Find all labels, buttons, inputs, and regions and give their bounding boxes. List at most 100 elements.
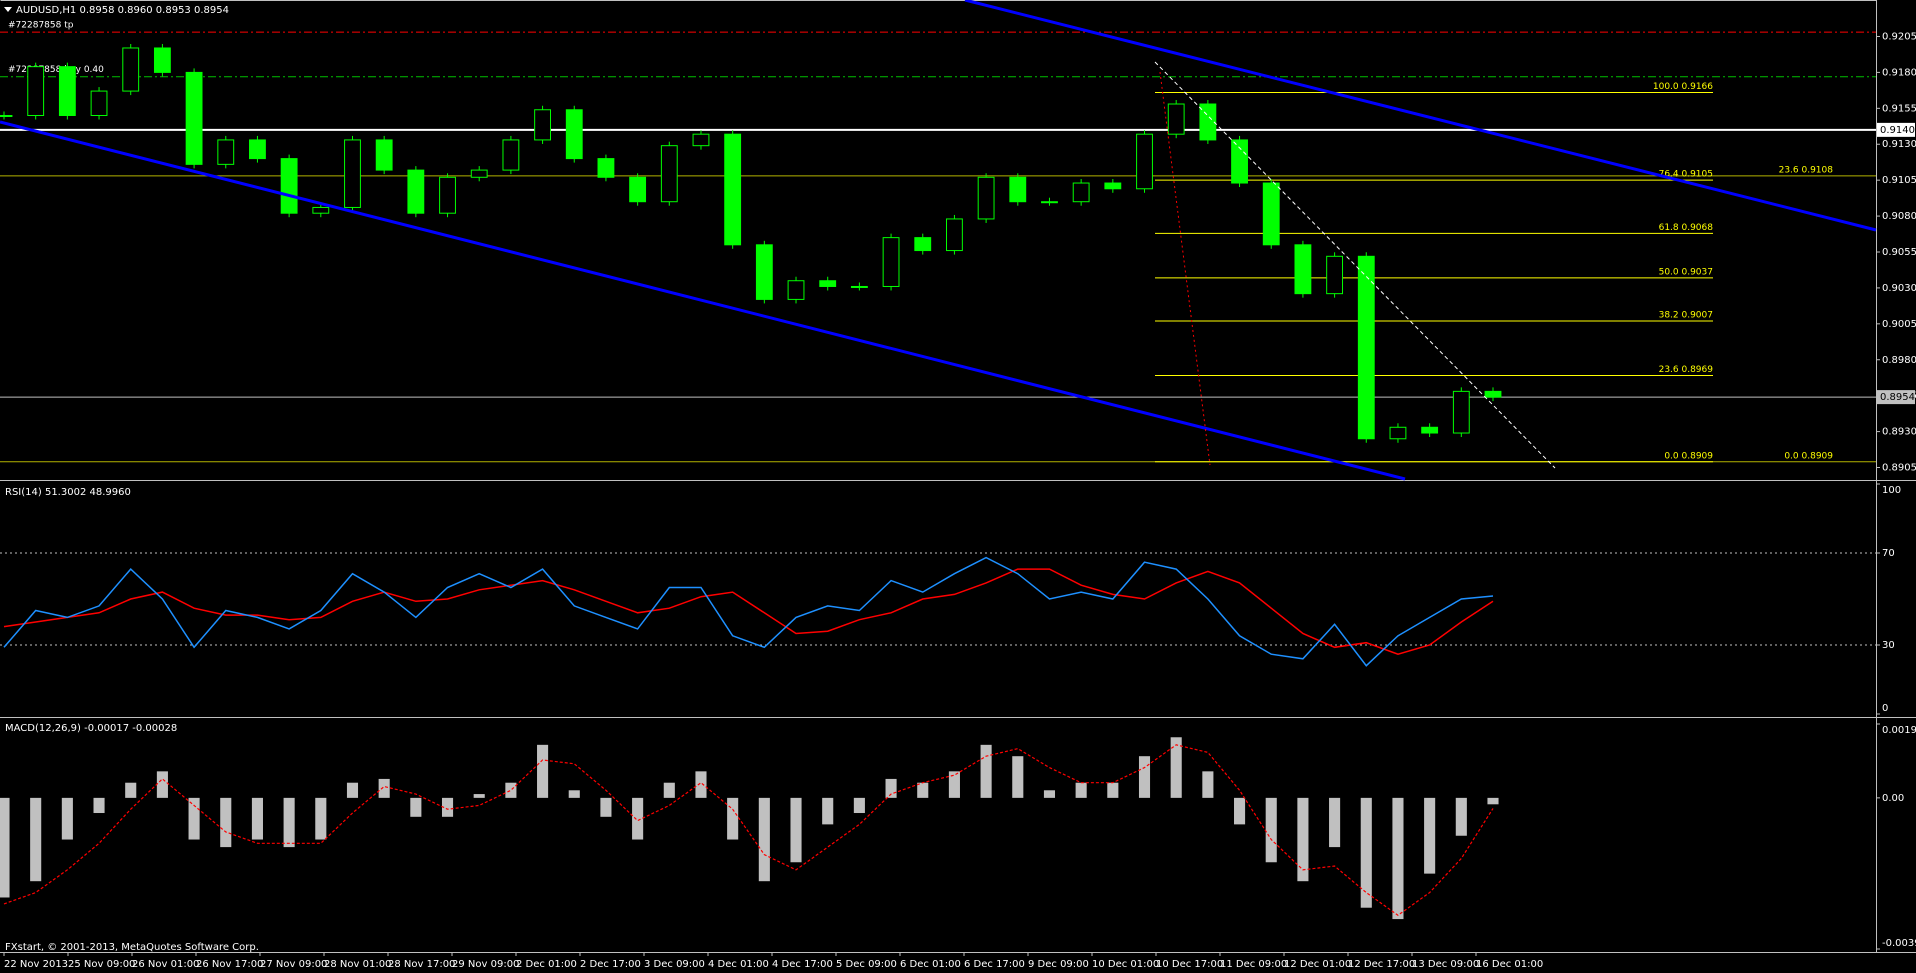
x-tick-label: 25 Nov 09:00: [68, 959, 135, 970]
macd-bar: [1329, 797, 1341, 848]
candle: [1294, 244, 1312, 295]
macd-bar: [1234, 797, 1246, 825]
candle: [470, 169, 488, 178]
x-tick-label: 4 Dec 17:00: [772, 959, 833, 970]
macd-bar: [346, 782, 359, 798]
fib-label: 23.6 0.8969: [1659, 365, 1714, 375]
macd-bar: [853, 797, 865, 814]
fib-label: 23.6 0.9108: [1779, 165, 1834, 175]
x-tick-label: 22 Nov 2013: [4, 959, 68, 970]
signal-line: [3, 744, 1494, 917]
macd-bar: [125, 782, 137, 798]
x-tick-label: 4 Dec 01:00: [708, 959, 769, 970]
macd-bar: [1138, 756, 1151, 798]
price-box-label: 0.9140: [1880, 125, 1915, 136]
candle: [597, 158, 615, 178]
macd-bar: [1012, 756, 1024, 798]
x-tick-label: 28 Nov 01:00: [324, 959, 391, 970]
macd-bar: [663, 782, 675, 798]
candle: [0, 115, 13, 118]
macd-bar: [632, 797, 644, 840]
macd-bar: [1043, 790, 1056, 798]
x-tick-label: 2 Dec 17:00: [580, 959, 641, 970]
x-tick-label: 6 Dec 01:00: [900, 959, 961, 970]
x-tick-label: 10 Dec 01:00: [1092, 959, 1159, 970]
x-tick-label: 6 Dec 17:00: [964, 959, 1025, 970]
candle: [122, 47, 140, 92]
fib-label: 100.0 0.9166: [1653, 82, 1713, 92]
macd-bar: [315, 797, 327, 840]
y-tick-label: 70: [1882, 548, 1895, 559]
candle: [312, 206, 330, 214]
macd-bar: [156, 771, 168, 798]
price-box: [1877, 390, 1915, 405]
candle: [185, 71, 203, 165]
macd-bar: [283, 797, 295, 848]
candle: [1072, 182, 1090, 203]
channel-line: [0, 120, 1406, 481]
macd-bar: [1107, 782, 1119, 798]
frame: [0, 0, 1916, 953]
candle: [27, 66, 45, 117]
price-box-label: 0.8954: [1880, 392, 1915, 403]
candle: [1421, 426, 1439, 434]
candle: [724, 133, 742, 246]
candle: [977, 176, 995, 220]
candle: [946, 218, 963, 252]
candle: [914, 237, 932, 252]
order-label: #72287858 buy 0.40: [8, 65, 104, 75]
fib-label: 0.0 0.8909: [1664, 451, 1713, 461]
macd-bar: [93, 797, 105, 814]
macd-bar: [1170, 737, 1182, 798]
y-tick-label: 0.9005: [1882, 319, 1916, 330]
order-label: #72287858 tp: [8, 21, 74, 31]
macd-bar: [948, 771, 960, 798]
candle: [280, 158, 298, 214]
y-tick-label: 0.9155: [1882, 103, 1916, 114]
y-tick-label: 0.9130: [1882, 139, 1916, 150]
macd-bar: [441, 797, 454, 817]
candle: [1231, 139, 1248, 184]
chart-title: AUDUSD,H1 0.8958 0.8960 0.8953 0.8954: [16, 5, 229, 16]
candle: [882, 237, 900, 287]
macd-bar: [568, 790, 580, 798]
candle: [249, 139, 266, 160]
candle: [1009, 176, 1027, 203]
drawings: [0, 0, 1877, 481]
menu-arrow[interactable]: [4, 7, 12, 12]
candle: [1326, 255, 1344, 295]
y-tick-label: 0: [1882, 703, 1888, 714]
candle: [1104, 182, 1122, 190]
candle: [692, 133, 710, 147]
y-tick-label: 0.8980: [1882, 355, 1916, 366]
x-tick-label: 13 Dec 09:00: [1412, 959, 1479, 970]
y-tick-label: 0.8930: [1882, 427, 1916, 438]
x-tick-label: 28 Nov 17:00: [388, 959, 455, 970]
x-tick-label: 12 Dec 17:00: [1348, 959, 1415, 970]
fib-label: 76.4 0.9105: [1659, 170, 1713, 180]
x-tick-label: 16 Dec 01:00: [1476, 959, 1543, 970]
macd-bar: [1202, 771, 1214, 798]
candle: [1452, 390, 1470, 434]
candle: [1389, 426, 1407, 440]
x-tick-label: 5 Dec 09:00: [836, 959, 897, 970]
macd-bar: [0, 797, 10, 898]
fib-label: 38.2 0.9007: [1659, 310, 1713, 320]
macd-bar: [1392, 797, 1404, 920]
fib-label: 61.8 0.9068: [1659, 223, 1714, 233]
macd-bar: [505, 782, 517, 798]
x-tick-label: 29 Nov 09:00: [452, 959, 519, 970]
candle: [1199, 103, 1217, 141]
candle: [58, 66, 76, 117]
x-tick-label: 10 Dec 17:00: [1156, 959, 1223, 970]
macd-bar: [885, 778, 897, 798]
candle: [344, 139, 361, 208]
macd-bar: [790, 797, 802, 863]
macd-bar: [537, 744, 549, 798]
candle: [565, 109, 583, 160]
indicator-title: RSI(14) 51.3002 48.9960: [5, 487, 131, 498]
macd-bar: [1265, 797, 1277, 863]
y-tick-label: 30: [1882, 640, 1895, 651]
